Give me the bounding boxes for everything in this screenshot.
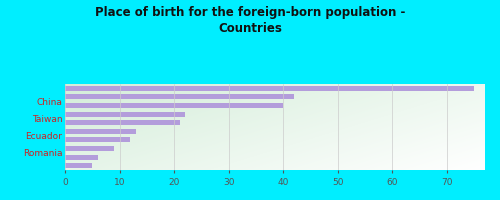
Bar bbox=[65, 86, 474, 91]
Bar bbox=[65, 163, 92, 168]
Bar bbox=[65, 146, 114, 151]
Bar bbox=[65, 129, 136, 134]
Bar bbox=[65, 137, 130, 142]
Bar bbox=[65, 103, 283, 108]
Bar bbox=[65, 94, 294, 99]
Bar bbox=[65, 120, 180, 125]
Bar bbox=[65, 112, 185, 117]
Bar bbox=[65, 155, 98, 160]
Text: Place of birth for the foreign-born population -
Countries: Place of birth for the foreign-born popu… bbox=[95, 6, 405, 35]
